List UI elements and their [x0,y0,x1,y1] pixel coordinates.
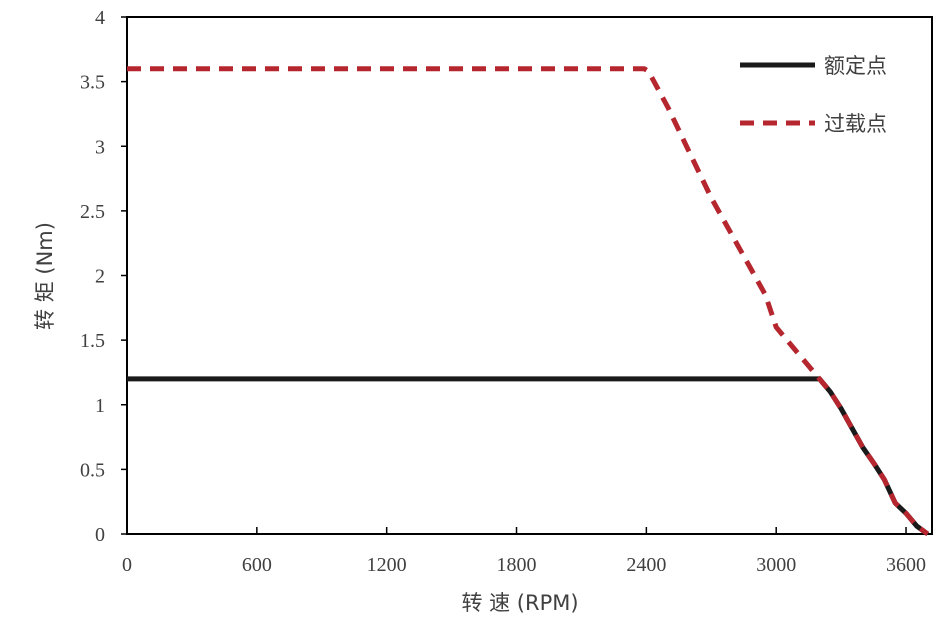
ticks-layer: 0 600 1200 1800 2400 3000 3600 0 0.5 1 1.5 2 2.5 3 3.5… [80,7,926,576]
plot-frame [126,16,933,535]
legend-label: 额定点 [824,54,887,78]
y-tick-label: 0.5 [80,459,105,481]
x-tick-label: 0 [122,554,132,576]
y-tick-label: 2 [95,266,105,288]
legend-label: 过载点 [824,112,887,136]
y-tick-label: 3 [95,136,105,158]
series-line-overload [127,66,930,537]
y-tick-label: 0 [95,524,105,546]
x-tick-label: 3600 [886,554,926,576]
series-layer [127,66,930,537]
y-tick-label: 4 [95,7,105,29]
y-tick-label: 3.5 [80,72,105,94]
x-tick-label: 600 [242,554,272,576]
y-axis-title: 转 矩 (Nm) [33,222,57,330]
x-tick-label: 2400 [626,554,666,576]
series-line-rated [127,376,930,537]
x-axis-title: 转 速 (RPM) [461,591,578,615]
x-tick-label: 1200 [367,554,407,576]
x-tick-label: 3000 [756,554,796,576]
y-tick-label: 1.5 [80,330,105,352]
x-tick-label: 1800 [497,554,537,576]
y-tick-label: 2.5 [80,201,105,223]
y-tick-label: 1 [95,395,105,417]
